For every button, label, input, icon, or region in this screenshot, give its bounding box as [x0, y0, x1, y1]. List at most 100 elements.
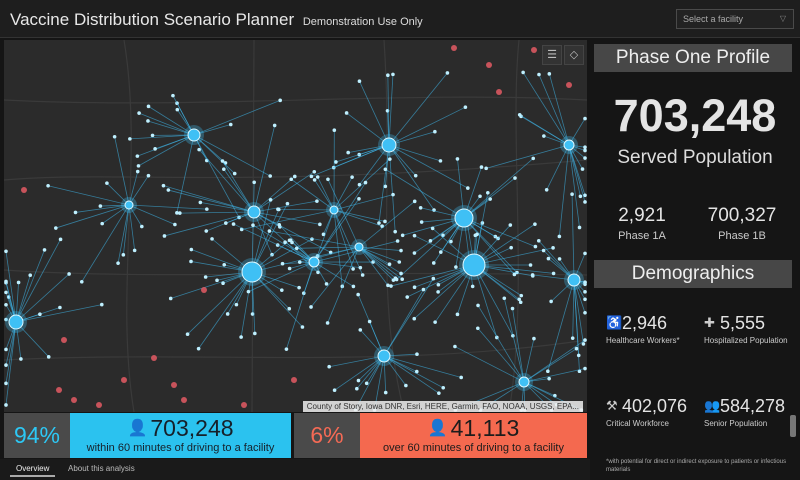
service-line	[463, 217, 518, 273]
served-point	[454, 265, 458, 269]
served-point	[547, 376, 551, 381]
served-point	[546, 256, 551, 261]
service-line	[128, 171, 139, 206]
served-point	[171, 93, 175, 98]
service-line	[358, 246, 390, 265]
service-line	[522, 72, 570, 146]
person-icon: 👤	[127, 420, 148, 437]
served-point	[231, 222, 236, 226]
served-point	[512, 272, 517, 277]
phase-1a-label: Phase 1A	[618, 230, 666, 242]
service-line	[334, 355, 385, 391]
service-line	[253, 211, 320, 225]
outside-point	[71, 397, 77, 403]
served-point	[198, 200, 203, 205]
service-line	[128, 204, 207, 210]
outside-point	[121, 377, 127, 383]
served-point	[478, 194, 482, 199]
served-point	[326, 177, 330, 182]
layers-button[interactable]: ◇	[564, 45, 584, 65]
served-point	[386, 73, 390, 77]
served-point	[549, 299, 553, 304]
service-line	[284, 241, 315, 263]
facility-select[interactable]: Select a facility ▽	[676, 9, 794, 29]
served-point	[315, 175, 320, 179]
hospitalized-population-label: Hospitalized Population	[704, 336, 788, 345]
side-panel-scrollbar[interactable]	[790, 415, 796, 437]
service-line	[138, 134, 195, 167]
served-point	[334, 160, 338, 164]
served-point	[476, 326, 480, 331]
served-point	[488, 197, 492, 201]
service-line	[568, 144, 580, 228]
served-point	[185, 332, 190, 337]
healthcare-workers: ♿2,946 Healthcare Workers*	[606, 313, 706, 345]
served-point	[428, 239, 433, 243]
served-point	[583, 310, 587, 315]
served-point	[58, 237, 63, 242]
service-line	[163, 185, 255, 213]
service-line	[388, 144, 441, 162]
served-point	[168, 296, 173, 301]
outside-point	[171, 382, 177, 388]
outside-point	[96, 402, 102, 408]
served-point	[294, 246, 299, 251]
road	[383, 40, 405, 412]
served-point	[484, 166, 488, 171]
served-point	[513, 176, 517, 180]
phase-1b-label: Phase 1B	[718, 230, 766, 242]
list-icon: ☰	[547, 49, 557, 61]
served-population-value: 703,248	[613, 90, 777, 141]
service-line	[327, 179, 360, 248]
served-point	[412, 233, 417, 238]
map-attribution[interactable]: County of Story, Iowa DNR, Esri, HERE, G…	[302, 401, 583, 412]
service-line	[310, 246, 360, 308]
facility-hub	[462, 253, 486, 277]
service-line	[358, 201, 415, 248]
served-point	[346, 150, 350, 155]
outside-point	[451, 45, 457, 51]
service-line	[193, 134, 240, 218]
served-point	[551, 246, 555, 250]
service-line	[547, 279, 575, 372]
legend-button[interactable]: ☰	[542, 45, 562, 65]
service-line	[387, 75, 390, 146]
facility-hub	[518, 376, 530, 388]
served-point	[413, 173, 418, 178]
service-line	[523, 339, 586, 383]
served-point	[404, 383, 408, 388]
served-point	[16, 280, 21, 285]
served-point	[203, 275, 208, 279]
served-point	[383, 167, 388, 172]
served-point	[197, 147, 201, 152]
served-point	[283, 240, 287, 244]
served-point	[189, 259, 193, 264]
map-view[interactable]: ☰ ◇ County of Story, Iowa DNR, Esri, HER…	[4, 40, 587, 412]
service-line	[253, 176, 296, 213]
service-line	[253, 211, 331, 253]
served-point	[583, 145, 587, 150]
served-point	[531, 156, 536, 161]
map-canvas[interactable]	[4, 40, 587, 412]
served-point	[112, 134, 117, 139]
served-point	[287, 266, 292, 271]
served-point	[583, 338, 587, 342]
service-line	[388, 131, 435, 146]
tab-about[interactable]: About this analysis	[68, 464, 135, 473]
service-line	[523, 338, 535, 383]
served-point	[121, 253, 126, 257]
served-point	[312, 178, 317, 182]
served-point	[436, 290, 440, 294]
service-line	[200, 202, 255, 213]
served-point	[224, 221, 228, 225]
served-point	[466, 186, 470, 190]
service-line	[538, 240, 575, 281]
served-point	[128, 137, 132, 141]
over-percent: 6%	[294, 413, 360, 458]
service-line	[296, 246, 360, 249]
served-point	[546, 369, 550, 374]
tab-overview[interactable]: Overview	[10, 461, 56, 477]
phase-1a-value: 2,921	[618, 205, 666, 226]
service-line	[333, 209, 343, 287]
service-line	[122, 204, 130, 255]
